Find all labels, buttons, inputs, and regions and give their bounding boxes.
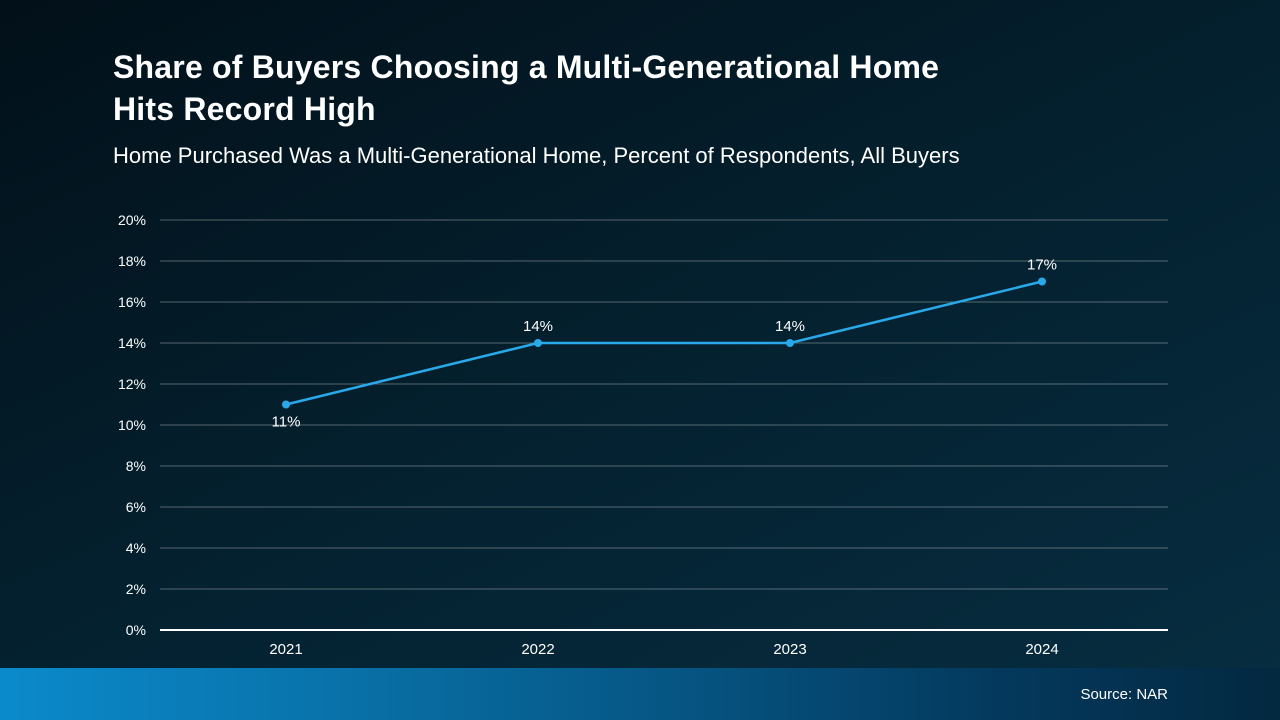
x-axis-tick-label: 2024 [1025, 641, 1058, 658]
y-axis-tick-label: 18% [118, 253, 146, 269]
chart-subtitle: Home Purchased Was a Multi-Generational … [113, 143, 960, 168]
x-axis-tick-label: 2023 [773, 641, 806, 658]
y-axis-tick-label: 14% [118, 335, 146, 351]
y-axis-tick-label: 16% [118, 294, 146, 310]
data-point [534, 339, 542, 347]
chart-title-line-2: Hits Record High [113, 91, 376, 128]
y-axis-tick-label: 12% [118, 376, 146, 392]
footer-bar: Source: NAR [0, 668, 1280, 720]
data-label: 11% [272, 414, 301, 431]
data-label: 14% [523, 318, 553, 335]
data-point [282, 400, 290, 409]
x-axis-tick-label: 2021 [269, 641, 302, 658]
line-chart: 0% 2% 4% 6% 8% 10% 12% 14% 16% 18% 20% 2021 2022 2023… [118, 212, 1168, 658]
y-axis-tick-label: 20% [118, 212, 146, 228]
chart-line [285, 280, 1043, 406]
data-point [786, 339, 794, 347]
y-axis-tick-label: 0% [126, 622, 146, 638]
x-axis-tick-label: 2022 [521, 641, 554, 658]
y-axis-tick-label: 10% [118, 417, 146, 433]
source-label: Source: NAR [1080, 685, 1168, 703]
y-axis-tick-label: 4% [126, 540, 146, 556]
data-point [1038, 277, 1046, 286]
chart-title: Share of Buyers Choosing a Multi-Generat… [113, 46, 939, 130]
y-axis-tick-label: 2% [126, 581, 146, 597]
y-axis-tick-label: 8% [126, 458, 146, 474]
data-label: 17% [1027, 257, 1057, 274]
y-axis-tick-label: 6% [126, 499, 146, 515]
data-label: 14% [775, 318, 805, 335]
chart-title-line-1: Share of Buyers Choosing a Multi-Generat… [113, 49, 940, 85]
